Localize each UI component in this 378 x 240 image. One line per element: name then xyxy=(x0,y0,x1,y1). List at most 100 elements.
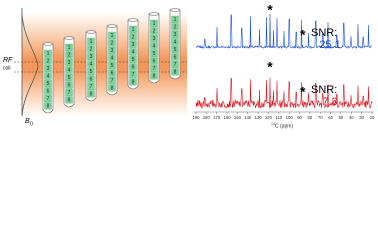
segment xyxy=(129,55,137,63)
coil-label: coil xyxy=(3,65,11,71)
segment-label: 7 xyxy=(174,62,177,68)
tick-label: 180 xyxy=(203,115,211,120)
segment-label: 8 xyxy=(47,104,50,110)
tick-label: 190 xyxy=(193,115,201,120)
segment xyxy=(108,31,116,39)
tick-label: 120 xyxy=(265,115,273,120)
segment xyxy=(65,66,73,74)
segment-label: 2 xyxy=(132,35,135,41)
tube-rim xyxy=(106,24,118,28)
segment-label: 7 xyxy=(111,78,114,84)
segment-label: 1 xyxy=(111,33,114,39)
segment xyxy=(150,27,158,35)
segment-label: 2 xyxy=(68,53,71,59)
segment xyxy=(150,57,158,65)
rf-label: RF xyxy=(3,57,13,64)
segment xyxy=(65,43,73,51)
segment xyxy=(150,64,158,72)
segment-label: 6 xyxy=(68,83,71,89)
segment-label: 7 xyxy=(47,96,50,102)
segment-label: 4 xyxy=(132,50,135,56)
segment xyxy=(44,94,52,102)
segment xyxy=(44,79,52,87)
segment xyxy=(108,39,116,47)
tube-rim xyxy=(63,36,75,40)
snr-marker: * xyxy=(300,84,306,100)
spectrum xyxy=(195,77,373,109)
segment xyxy=(171,15,179,23)
tube-rim xyxy=(169,8,181,12)
segment-label: 3 xyxy=(90,54,93,60)
segment-label: 1 xyxy=(153,21,156,27)
segment-label: 8 xyxy=(111,86,114,92)
segment-label: 8 xyxy=(90,92,93,98)
snr-value: 25.1 xyxy=(319,39,340,51)
segment-label: 2 xyxy=(174,25,177,31)
tick-label: 150 xyxy=(234,115,242,120)
segment-label: 5 xyxy=(132,57,135,63)
peak-marker: * xyxy=(267,2,273,18)
tick-label: 160 xyxy=(224,115,232,120)
segment-label: 4 xyxy=(68,68,71,74)
tick-label: 50 xyxy=(339,115,344,120)
coil-diagram: RF coil B 0 1234567812345678123456781234… xyxy=(3,8,187,127)
segment-label: 2 xyxy=(111,41,114,47)
segment-label: 6 xyxy=(47,89,50,95)
x-label: C (ppm) xyxy=(275,123,293,129)
segment-label: 7 xyxy=(90,84,93,90)
segment-label: 7 xyxy=(153,66,156,72)
tick-label: 60 xyxy=(328,115,333,120)
segment xyxy=(171,53,179,61)
segment xyxy=(87,45,95,53)
tube-rim xyxy=(85,30,97,34)
tick-label: 170 xyxy=(213,115,221,120)
segment xyxy=(108,54,116,62)
tick-label: 140 xyxy=(244,115,252,120)
segment xyxy=(44,57,52,65)
segment-label: 8 xyxy=(132,80,135,86)
segment-label: 5 xyxy=(174,47,177,53)
tick-label: 80 xyxy=(308,115,313,120)
segment-label: 3 xyxy=(132,42,135,48)
segment xyxy=(171,30,179,38)
segment-label: 5 xyxy=(153,51,156,57)
segment xyxy=(87,90,95,98)
segment-label: 3 xyxy=(68,60,71,66)
segment-label: 4 xyxy=(47,74,50,80)
segment xyxy=(65,96,73,104)
segment-label: 5 xyxy=(68,75,71,81)
segment-label: 5 xyxy=(111,63,114,69)
segment xyxy=(108,46,116,54)
tick-label: 30 xyxy=(359,115,364,120)
segment-label: 5 xyxy=(90,69,93,75)
segment xyxy=(87,75,95,83)
spectrum xyxy=(195,13,373,50)
segment-label: 8 xyxy=(174,70,177,76)
segment xyxy=(108,69,116,77)
segment xyxy=(65,81,73,89)
segment xyxy=(150,19,158,27)
segment-label: 2 xyxy=(153,29,156,35)
segment xyxy=(129,25,137,33)
tick-label: 70 xyxy=(318,115,323,120)
segment-label: 6 xyxy=(174,55,177,61)
snr-marker: * xyxy=(300,27,306,43)
segment xyxy=(87,37,95,45)
segment xyxy=(171,60,179,68)
segment-label: 1 xyxy=(47,51,50,57)
segment xyxy=(87,67,95,75)
tick-label: 20 xyxy=(370,115,375,120)
b0-label: B xyxy=(25,118,30,125)
segment-label: 2 xyxy=(47,59,50,65)
segment-label: 3 xyxy=(111,48,114,54)
segment xyxy=(129,48,137,56)
segment xyxy=(171,23,179,31)
segment xyxy=(44,49,52,57)
tube-rim xyxy=(42,42,54,46)
tube-rim xyxy=(127,18,139,22)
segment xyxy=(108,76,116,84)
segment xyxy=(108,61,116,69)
segment xyxy=(150,72,158,80)
